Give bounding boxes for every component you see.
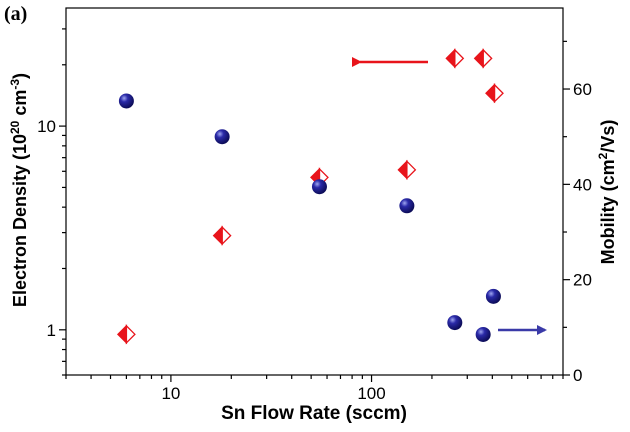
y-left-label-sup1: 20 [8,120,22,134]
mobility-point [399,198,415,214]
plot-frame [65,7,564,376]
mobility-point [214,129,230,145]
y-left-axis-label: Electron Density (1020 cm-3) [8,73,30,307]
y-right-label-end: /Vs) [598,120,618,153]
mobility-point [447,315,463,331]
electron-density-point [445,48,465,69]
y-right-tick-label: 20 [573,271,592,290]
electron-density-point [212,225,232,246]
x-tick-label: 100 [357,384,385,403]
diamond-left-half [485,83,496,104]
y-right-tick-label: 40 [573,175,592,194]
y-left-label-mid: cm [10,90,30,121]
x-axis-label: Sn Flow Rate (sccm) [221,403,407,424]
electron-density-point [473,48,493,69]
marks-layer [116,48,504,345]
electron-density-point [116,324,136,345]
y-left-label-sup2: -3 [8,79,22,90]
mobility-point [475,326,491,342]
diamond-right-half [454,48,465,69]
diamond-left-half [445,48,456,69]
y-left-tick-label: 1 [47,321,56,340]
y-right-tick-label: 60 [573,80,592,99]
diamond-right-half [482,48,493,69]
diamond-right-half [221,225,232,246]
diamond-right-half [125,324,136,345]
y-left-tick-label: 10 [37,117,56,136]
y-right-label-main: Mobility (cm [598,159,618,264]
diamond-left-half [212,225,223,246]
y-left-label-end: ) [10,73,30,79]
y-right-tick-label: 0 [573,366,582,385]
diamond-left-half [116,324,128,345]
diamond-left-half [397,159,408,180]
x-tick-label: 10 [161,384,180,403]
mobility-point [485,288,501,304]
diamond-left-half [473,48,484,69]
mobility-point [118,93,134,109]
y-left-label-main: Electron Density (10 [10,134,30,307]
mobility-point [311,179,327,195]
electron-density-point [397,159,417,180]
diamond-right-half [406,159,417,180]
y-right-axis-label: Mobility (cm2/Vs) [596,120,618,265]
y-right-label-sup: 2 [596,152,610,159]
panel-label: (a) [4,3,27,25]
diamond-right-half [493,83,504,104]
electron-density-point [485,83,504,104]
